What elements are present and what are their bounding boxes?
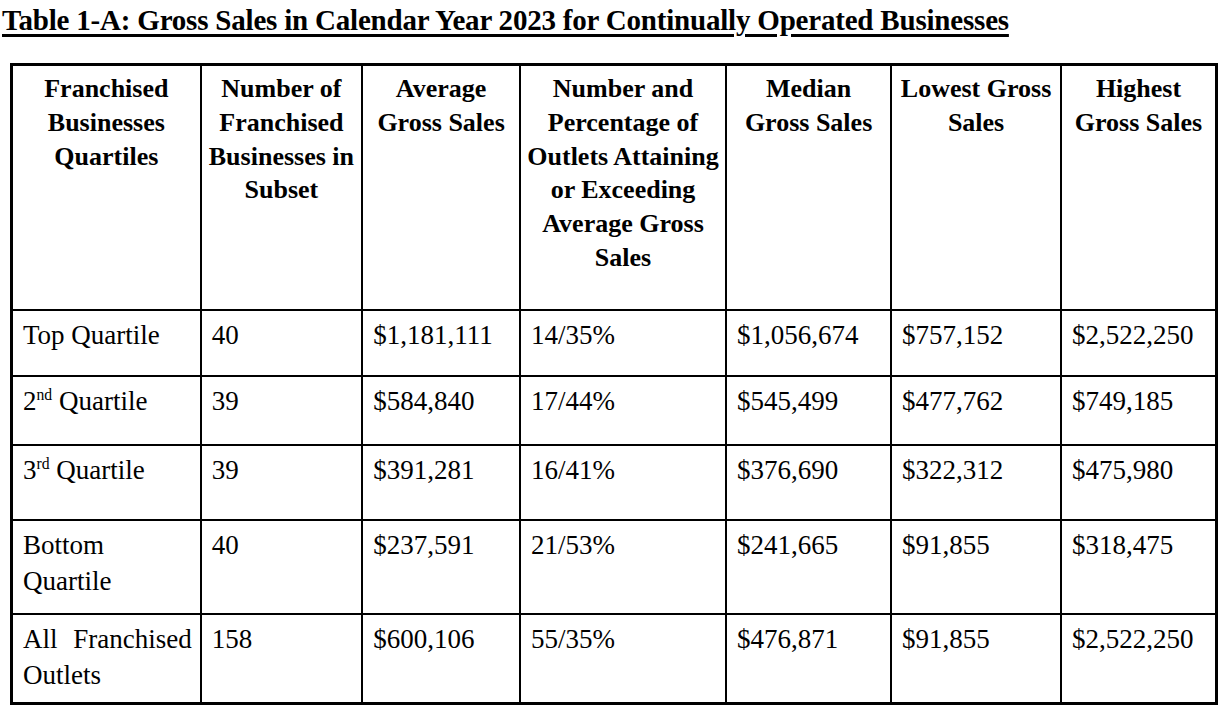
table-row: Bottom Quartile40$237,59121/53%$241,665$… (12, 520, 1217, 614)
table-cell: $475,980 (1061, 445, 1217, 520)
column-header: Number and Percentage of Outlets Attaini… (520, 65, 726, 310)
table-cell: 40 (201, 310, 362, 376)
table-cell: 14/35% (520, 310, 726, 376)
ordinal-superscript: rd (37, 455, 50, 472)
column-header: Number of Franchised Businesses in Subse… (201, 65, 362, 310)
table-cell: $477,762 (891, 376, 1061, 445)
column-header: Franchised Businesses Quartiles (12, 65, 201, 310)
document-page: Table 1-A: Gross Sales in Calendar Year … (0, 0, 1230, 707)
ordinal-superscript: nd (37, 386, 53, 403)
table-cell: $1,181,111 (362, 310, 520, 376)
table-cell: $600,106 (362, 614, 520, 704)
table-body: Top Quartile40$1,181,11114/35%$1,056,674… (12, 310, 1217, 704)
header-row: Franchised Businesses QuartilesNumber of… (12, 65, 1217, 310)
table-cell: $545,499 (726, 376, 891, 445)
table-header: Franchised Businesses QuartilesNumber of… (12, 65, 1217, 310)
table-cell: $391,281 (362, 445, 520, 520)
table-cell: $322,312 (891, 445, 1061, 520)
table-cell: 39 (201, 376, 362, 445)
column-header: Highest Gross Sales (1061, 65, 1217, 310)
table-title: Table 1-A: Gross Sales in Calendar Year … (2, 4, 1009, 37)
table-cell: 39 (201, 445, 362, 520)
table-row: 2nd Quartile39$584,84017/44%$545,499$477… (12, 376, 1217, 445)
table-cell: 21/53% (520, 520, 726, 614)
table-cell: 55/35% (520, 614, 726, 704)
row-label: All Franchised Outlets (12, 614, 201, 704)
table-cell: 16/41% (520, 445, 726, 520)
table-cell: $318,475 (1061, 520, 1217, 614)
row-label: 3rd Quartile (12, 445, 201, 520)
column-header: Lowest Gross Sales (891, 65, 1061, 310)
table-row: Top Quartile40$1,181,11114/35%$1,056,674… (12, 310, 1217, 376)
table-cell: $2,522,250 (1061, 310, 1217, 376)
table-cell: 158 (201, 614, 362, 704)
gross-sales-table: Franchised Businesses QuartilesNumber of… (10, 63, 1218, 705)
table-cell: $2,522,250 (1061, 614, 1217, 704)
table-row: 3rd Quartile39$391,28116/41%$376,690$322… (12, 445, 1217, 520)
table-row: All Franchised Outlets158$600,10655/35%$… (12, 614, 1217, 704)
table-cell: $237,591 (362, 520, 520, 614)
column-header: Median Gross Sales (726, 65, 891, 310)
table-cell: 17/44% (520, 376, 726, 445)
table-cell: $1,056,674 (726, 310, 891, 376)
table-cell: $91,855 (891, 614, 1061, 704)
table-cell: $757,152 (891, 310, 1061, 376)
column-header: Average Gross Sales (362, 65, 520, 310)
table-cell: $241,665 (726, 520, 891, 614)
row-label: 2nd Quartile (12, 376, 201, 445)
table-cell: $749,185 (1061, 376, 1217, 445)
row-label: Top Quartile (12, 310, 201, 376)
row-label: Bottom Quartile (12, 520, 201, 614)
table-cell: $376,690 (726, 445, 891, 520)
table-cell: $476,871 (726, 614, 891, 704)
table-cell: 40 (201, 520, 362, 614)
table-cell: $91,855 (891, 520, 1061, 614)
table-cell: $584,840 (362, 376, 520, 445)
